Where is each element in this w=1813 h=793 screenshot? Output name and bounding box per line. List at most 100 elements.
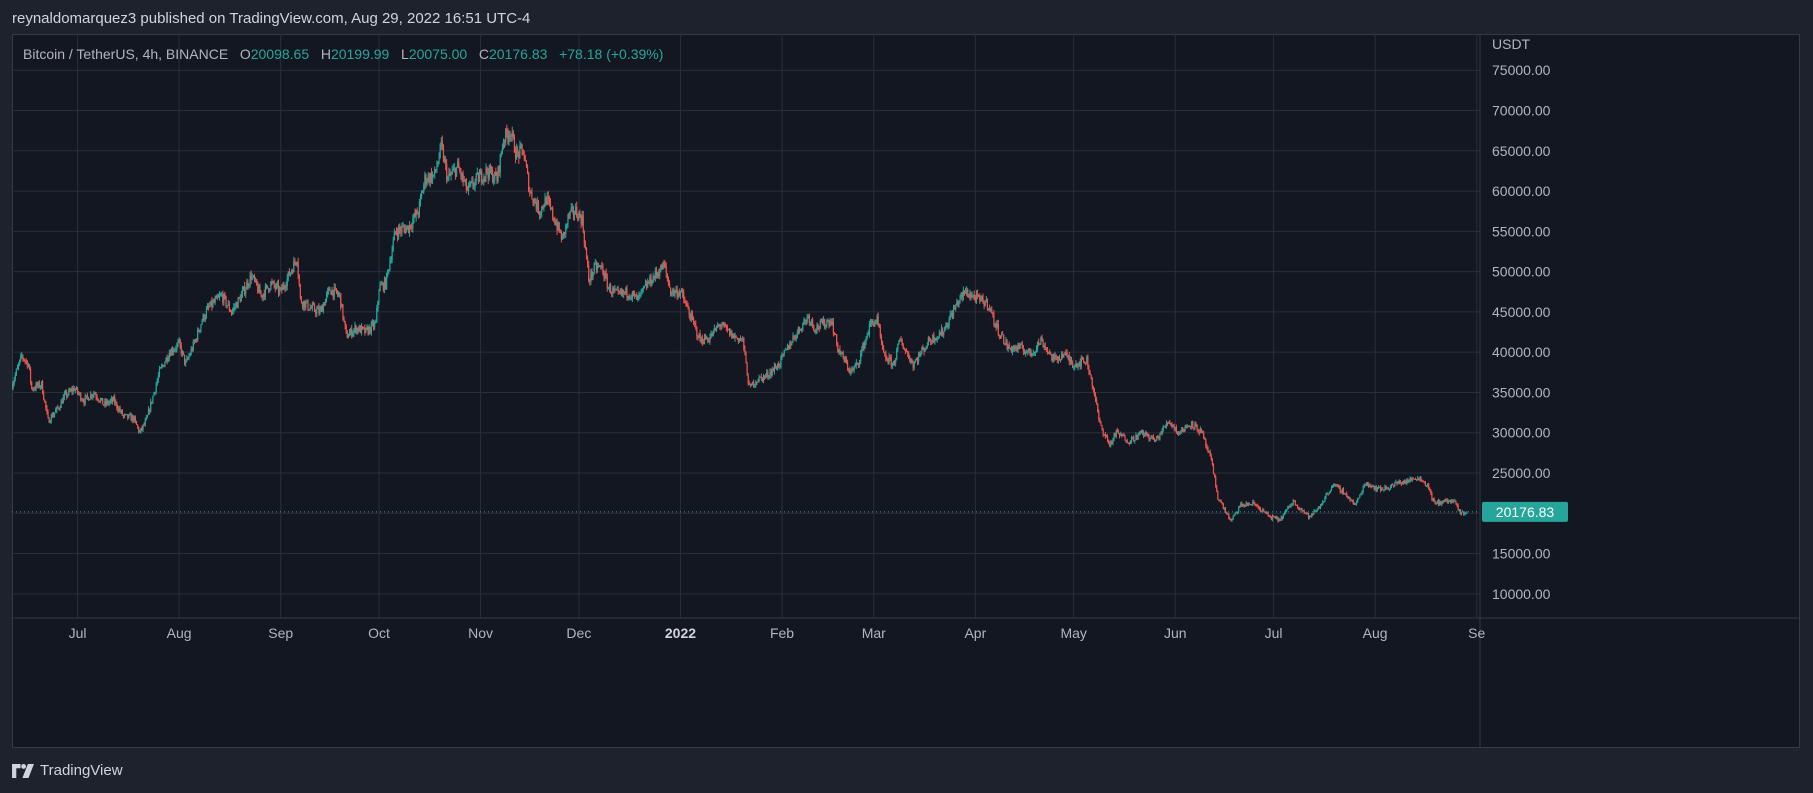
candle-body bbox=[904, 350, 907, 352]
candle-body bbox=[594, 262, 596, 265]
candle-body bbox=[1375, 486, 1377, 491]
candle-body bbox=[1033, 352, 1035, 354]
candle-body bbox=[1184, 426, 1186, 432]
tradingview-footer[interactable]: TradingView bbox=[12, 762, 123, 779]
candle-body bbox=[1337, 485, 1339, 487]
chart-frame[interactable] bbox=[12, 34, 1800, 748]
candle-body bbox=[648, 282, 650, 284]
candle-body bbox=[1121, 433, 1123, 437]
candle-body bbox=[1020, 343, 1022, 345]
candle-body bbox=[679, 291, 682, 296]
candle-body bbox=[895, 359, 897, 364]
candle-body bbox=[139, 431, 141, 433]
candle-body bbox=[460, 171, 462, 177]
candle-body bbox=[1196, 424, 1198, 432]
candle-body bbox=[761, 377, 763, 382]
candle-body bbox=[401, 226, 403, 232]
candle-body bbox=[1279, 518, 1281, 521]
candle-body bbox=[579, 212, 581, 217]
candle-body bbox=[525, 161, 528, 167]
candle-body bbox=[980, 295, 982, 301]
candle-body bbox=[61, 400, 63, 404]
candle-body bbox=[1265, 511, 1267, 513]
candle-body bbox=[399, 226, 401, 230]
candle-body bbox=[352, 333, 354, 337]
candle-body bbox=[688, 309, 690, 316]
grid bbox=[12, 34, 1480, 618]
candle-body bbox=[246, 282, 248, 290]
candle-body bbox=[1240, 503, 1242, 507]
candle-body bbox=[590, 271, 592, 282]
candle-body bbox=[528, 173, 530, 191]
candle-body bbox=[68, 389, 70, 395]
candle-body bbox=[969, 293, 971, 297]
candle-body bbox=[732, 333, 734, 339]
x-tick-label: Apr bbox=[964, 625, 986, 641]
candle-body bbox=[151, 401, 153, 403]
candle-body bbox=[562, 232, 565, 236]
candle-body bbox=[1255, 504, 1257, 506]
candle-body bbox=[469, 184, 471, 186]
candle-body bbox=[1397, 483, 1399, 485]
y-tick-label: 75000.00 bbox=[1492, 62, 1551, 78]
candle-body bbox=[842, 352, 844, 358]
candle-body bbox=[760, 376, 762, 378]
candle-body bbox=[119, 408, 121, 412]
x-tick-label: Aug bbox=[167, 625, 192, 641]
candle-body bbox=[242, 286, 245, 291]
candle-body bbox=[1212, 464, 1215, 474]
candle-body bbox=[1039, 343, 1041, 345]
candle-body bbox=[638, 295, 640, 297]
candle-body bbox=[491, 170, 494, 182]
candle-body bbox=[1150, 435, 1152, 438]
candle-body bbox=[748, 383, 750, 385]
candle-body bbox=[615, 289, 617, 291]
candle-body bbox=[1137, 434, 1139, 440]
candle-body bbox=[181, 351, 183, 354]
candle-body bbox=[576, 206, 578, 217]
candle-body bbox=[758, 376, 760, 382]
candle-body bbox=[639, 293, 641, 296]
y-tick-label: 45000.00 bbox=[1492, 304, 1551, 320]
candle-body bbox=[710, 333, 712, 338]
candle-body bbox=[888, 356, 890, 363]
candle-body bbox=[573, 214, 576, 216]
candle-body bbox=[780, 356, 782, 366]
candle-body bbox=[565, 224, 567, 235]
candle-body bbox=[70, 389, 72, 392]
candle-body bbox=[1139, 431, 1141, 433]
candle-body bbox=[29, 368, 32, 382]
candle-body bbox=[1005, 340, 1007, 344]
candle-body bbox=[1183, 431, 1185, 433]
candle-body bbox=[1341, 488, 1343, 493]
candle-body bbox=[153, 392, 155, 397]
candle-body bbox=[69, 389, 71, 392]
candle-body bbox=[383, 279, 386, 291]
y-tick-label: 50000.00 bbox=[1492, 264, 1551, 280]
candle-body bbox=[1436, 500, 1439, 504]
open-label: O bbox=[239, 46, 251, 62]
candle-body bbox=[627, 295, 629, 297]
candle-body bbox=[1381, 489, 1383, 491]
candle-body bbox=[587, 258, 589, 266]
candle-body bbox=[147, 409, 150, 416]
candle-body bbox=[124, 414, 127, 416]
candle-body bbox=[304, 300, 306, 308]
candle-body bbox=[104, 400, 106, 406]
candle-body bbox=[341, 304, 343, 308]
candle-body bbox=[1142, 431, 1145, 436]
candle-body bbox=[512, 132, 514, 137]
candle-body bbox=[1002, 334, 1004, 336]
candle-body bbox=[471, 180, 473, 182]
candle-body bbox=[424, 174, 426, 185]
candle-body bbox=[284, 287, 286, 289]
candle-body bbox=[1253, 501, 1255, 503]
candlestick-chart[interactable]: 10000.0015000.0020000.0025000.0030000.00… bbox=[12, 34, 1800, 748]
candle-body bbox=[1384, 485, 1386, 490]
candle-body bbox=[1359, 494, 1361, 498]
candle-body bbox=[891, 362, 893, 367]
candle-body bbox=[1208, 451, 1210, 453]
candle-body bbox=[942, 328, 944, 336]
candle-body bbox=[526, 166, 529, 174]
candle-body bbox=[1062, 353, 1064, 358]
